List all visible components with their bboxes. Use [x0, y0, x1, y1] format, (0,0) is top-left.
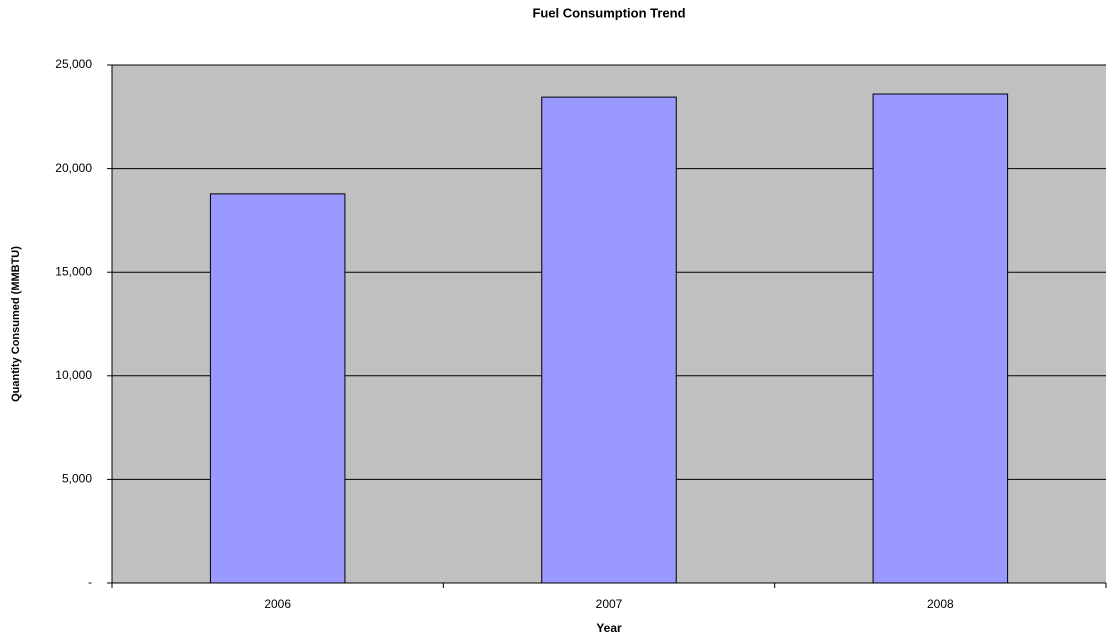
y-tick-label: 5,000 — [62, 472, 92, 486]
y-tick-label: 10,000 — [55, 368, 92, 382]
y-tick-label: 15,000 — [55, 264, 92, 278]
y-tick-label: 20,000 — [55, 161, 92, 175]
y-tick-label: 25,000 — [55, 57, 92, 71]
x-tick-label: 2007 — [596, 597, 623, 611]
bar — [541, 96, 677, 584]
x-axis-label: Year — [596, 621, 622, 635]
bar — [872, 93, 1009, 584]
x-tick-label: 2008 — [927, 597, 954, 611]
chart-title: Fuel Consumption Trend — [532, 5, 685, 20]
bar — [209, 193, 346, 584]
y-axis-label: Quantity Consumed (MMBTU) — [10, 246, 22, 402]
y-tick-label: - — [88, 575, 92, 589]
x-tick-label: 2006 — [264, 597, 291, 611]
